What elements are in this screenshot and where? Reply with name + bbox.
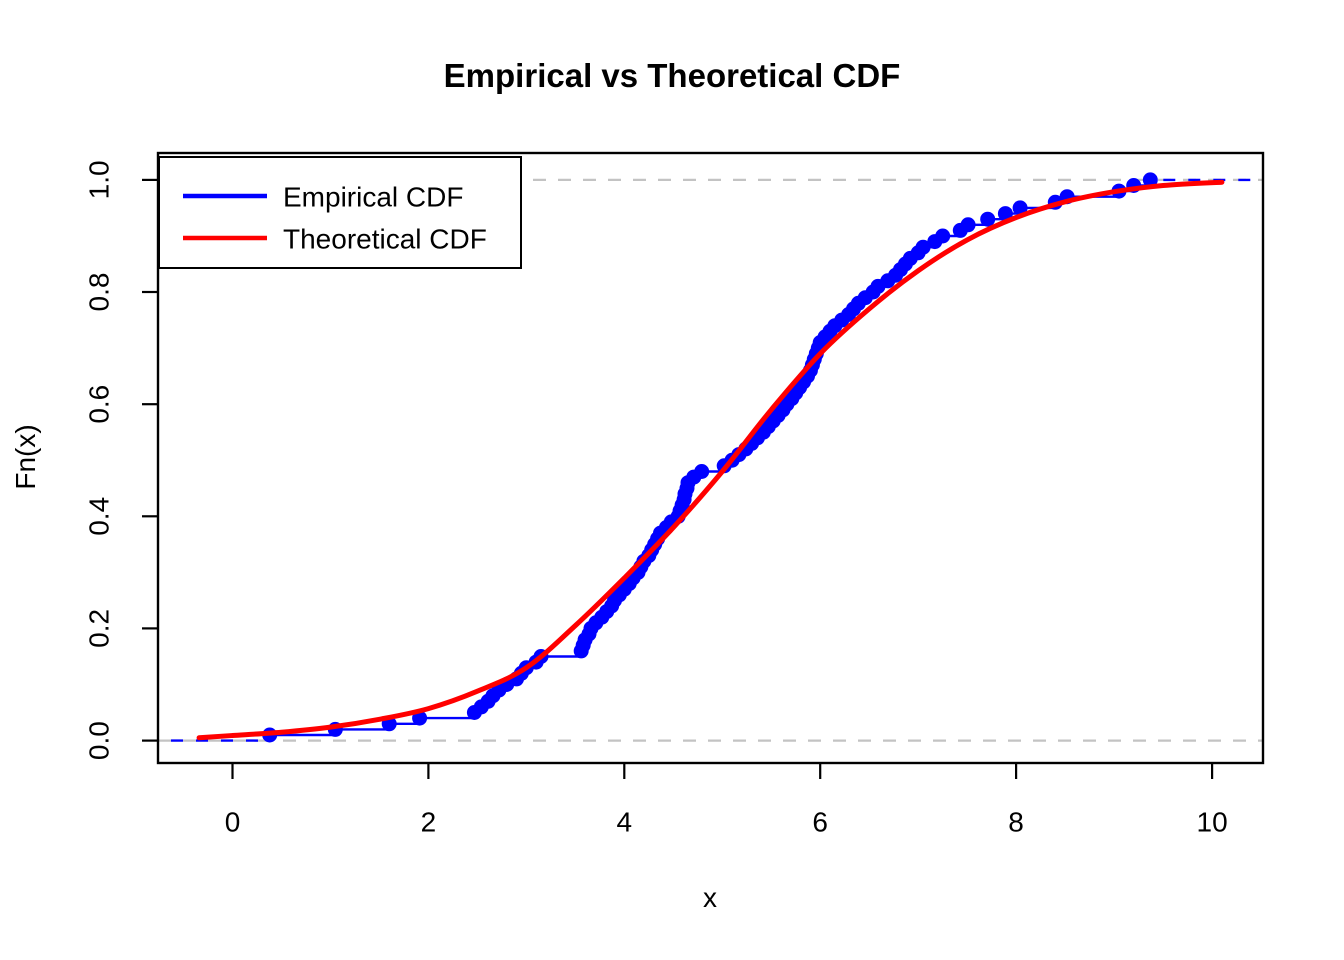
ecdf-point: [1012, 200, 1028, 216]
y-axis-tick-label: 0.6: [84, 385, 115, 424]
ecdf-point: [1142, 172, 1158, 188]
y-axis-title: Fn(x): [10, 424, 41, 490]
y-axis-tick-label: 0.4: [84, 497, 115, 536]
x-axis-title: x: [703, 882, 717, 913]
y-axis-tick-label: 0.8: [84, 273, 115, 312]
ecdf-point: [997, 206, 1013, 222]
x-axis-tick-label: 6: [812, 807, 828, 838]
x-axis-tick-label: 0: [225, 807, 241, 838]
ecdf-point: [935, 228, 951, 244]
chart-title: Empirical vs Theoretical CDF: [443, 57, 901, 94]
x-axis-tick-label: 8: [1008, 807, 1024, 838]
x-axis-tick-label: 10: [1197, 807, 1228, 838]
ecdf-point: [694, 464, 710, 479]
legend-box: [158, 156, 522, 269]
y-axis-tick-label: 0.2: [84, 609, 115, 648]
y-axis-tick-label: 0.0: [84, 721, 115, 760]
ecdf-point: [960, 217, 976, 233]
legend-entry-label: Empirical CDF: [283, 182, 463, 213]
ecdf-point: [980, 211, 996, 227]
plot-box: [156, 151, 1265, 765]
x-axis-tick-label: 4: [617, 807, 633, 838]
x-axis-tick-label: 2: [421, 807, 437, 838]
theoretical-curve: [196, 179, 1225, 741]
legend-entry-label: Theoretical CDF: [283, 224, 487, 255]
ecdf-point: [915, 239, 931, 255]
y-axis-tick-label: 1.0: [84, 160, 115, 199]
